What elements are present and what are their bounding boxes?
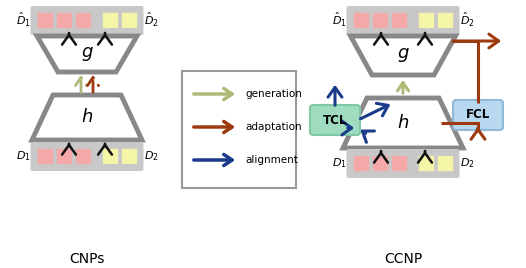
FancyBboxPatch shape — [182, 71, 296, 188]
Bar — [371, 155, 389, 172]
Bar — [120, 148, 137, 165]
Bar — [75, 12, 92, 29]
Text: adaptation: adaptation — [245, 122, 301, 132]
FancyArrowPatch shape — [87, 77, 98, 92]
Text: $g$: $g$ — [397, 47, 409, 65]
Bar — [418, 12, 434, 29]
Text: TCL: TCL — [323, 114, 347, 126]
Text: $g$: $g$ — [80, 45, 94, 63]
FancyArrowPatch shape — [194, 121, 232, 133]
FancyBboxPatch shape — [31, 6, 144, 35]
Polygon shape — [350, 36, 456, 75]
Bar — [36, 12, 54, 29]
Text: $D_1$: $D_1$ — [332, 156, 347, 170]
FancyArrowPatch shape — [362, 131, 375, 142]
FancyArrowPatch shape — [62, 144, 76, 155]
FancyBboxPatch shape — [347, 149, 460, 178]
Text: $D_1$: $D_1$ — [16, 149, 31, 163]
Polygon shape — [343, 98, 463, 148]
Bar — [102, 148, 118, 165]
FancyArrowPatch shape — [418, 33, 432, 45]
Bar — [437, 12, 453, 29]
FancyArrowPatch shape — [75, 77, 87, 92]
FancyBboxPatch shape — [347, 6, 460, 35]
FancyArrowPatch shape — [342, 121, 351, 135]
Bar — [437, 155, 453, 172]
Bar — [352, 12, 369, 29]
Text: $D_2$: $D_2$ — [144, 149, 158, 163]
Bar — [75, 148, 92, 165]
Text: $\hat{D}_1$: $\hat{D}_1$ — [331, 11, 347, 29]
Bar — [390, 155, 408, 172]
FancyBboxPatch shape — [31, 142, 144, 171]
FancyArrowPatch shape — [98, 144, 112, 155]
FancyArrowPatch shape — [471, 129, 485, 139]
Text: CCNP: CCNP — [384, 252, 422, 266]
FancyArrowPatch shape — [194, 154, 232, 166]
Text: $D_2$: $D_2$ — [460, 156, 474, 170]
FancyArrowPatch shape — [194, 88, 232, 99]
Text: $\hat{D}_1$: $\hat{D}_1$ — [16, 11, 31, 29]
Bar — [390, 12, 408, 29]
FancyArrowPatch shape — [453, 34, 499, 48]
FancyArrowPatch shape — [374, 33, 388, 45]
Text: $h$: $h$ — [397, 114, 409, 132]
Bar — [56, 148, 73, 165]
FancyArrowPatch shape — [328, 87, 342, 105]
Bar — [352, 155, 369, 172]
Bar — [371, 12, 389, 29]
FancyArrowPatch shape — [62, 33, 76, 45]
FancyArrowPatch shape — [360, 103, 388, 119]
Text: FCL: FCL — [466, 109, 490, 121]
Text: CNPs: CNPs — [69, 252, 105, 266]
Bar — [36, 148, 54, 165]
Polygon shape — [32, 95, 142, 140]
FancyArrowPatch shape — [398, 83, 409, 93]
FancyBboxPatch shape — [453, 100, 503, 130]
Text: $\hat{D}_2$: $\hat{D}_2$ — [460, 11, 474, 29]
Text: alignment: alignment — [245, 155, 298, 165]
FancyArrowPatch shape — [418, 151, 432, 163]
Polygon shape — [37, 36, 137, 72]
Bar — [120, 12, 137, 29]
Text: $h$: $h$ — [81, 109, 93, 126]
FancyArrowPatch shape — [374, 151, 388, 163]
Bar — [418, 155, 434, 172]
Text: generation: generation — [245, 89, 302, 99]
Bar — [56, 12, 73, 29]
FancyBboxPatch shape — [310, 105, 360, 135]
FancyArrowPatch shape — [98, 33, 112, 45]
Bar — [102, 12, 118, 29]
Text: $\hat{D}_2$: $\hat{D}_2$ — [144, 11, 158, 29]
